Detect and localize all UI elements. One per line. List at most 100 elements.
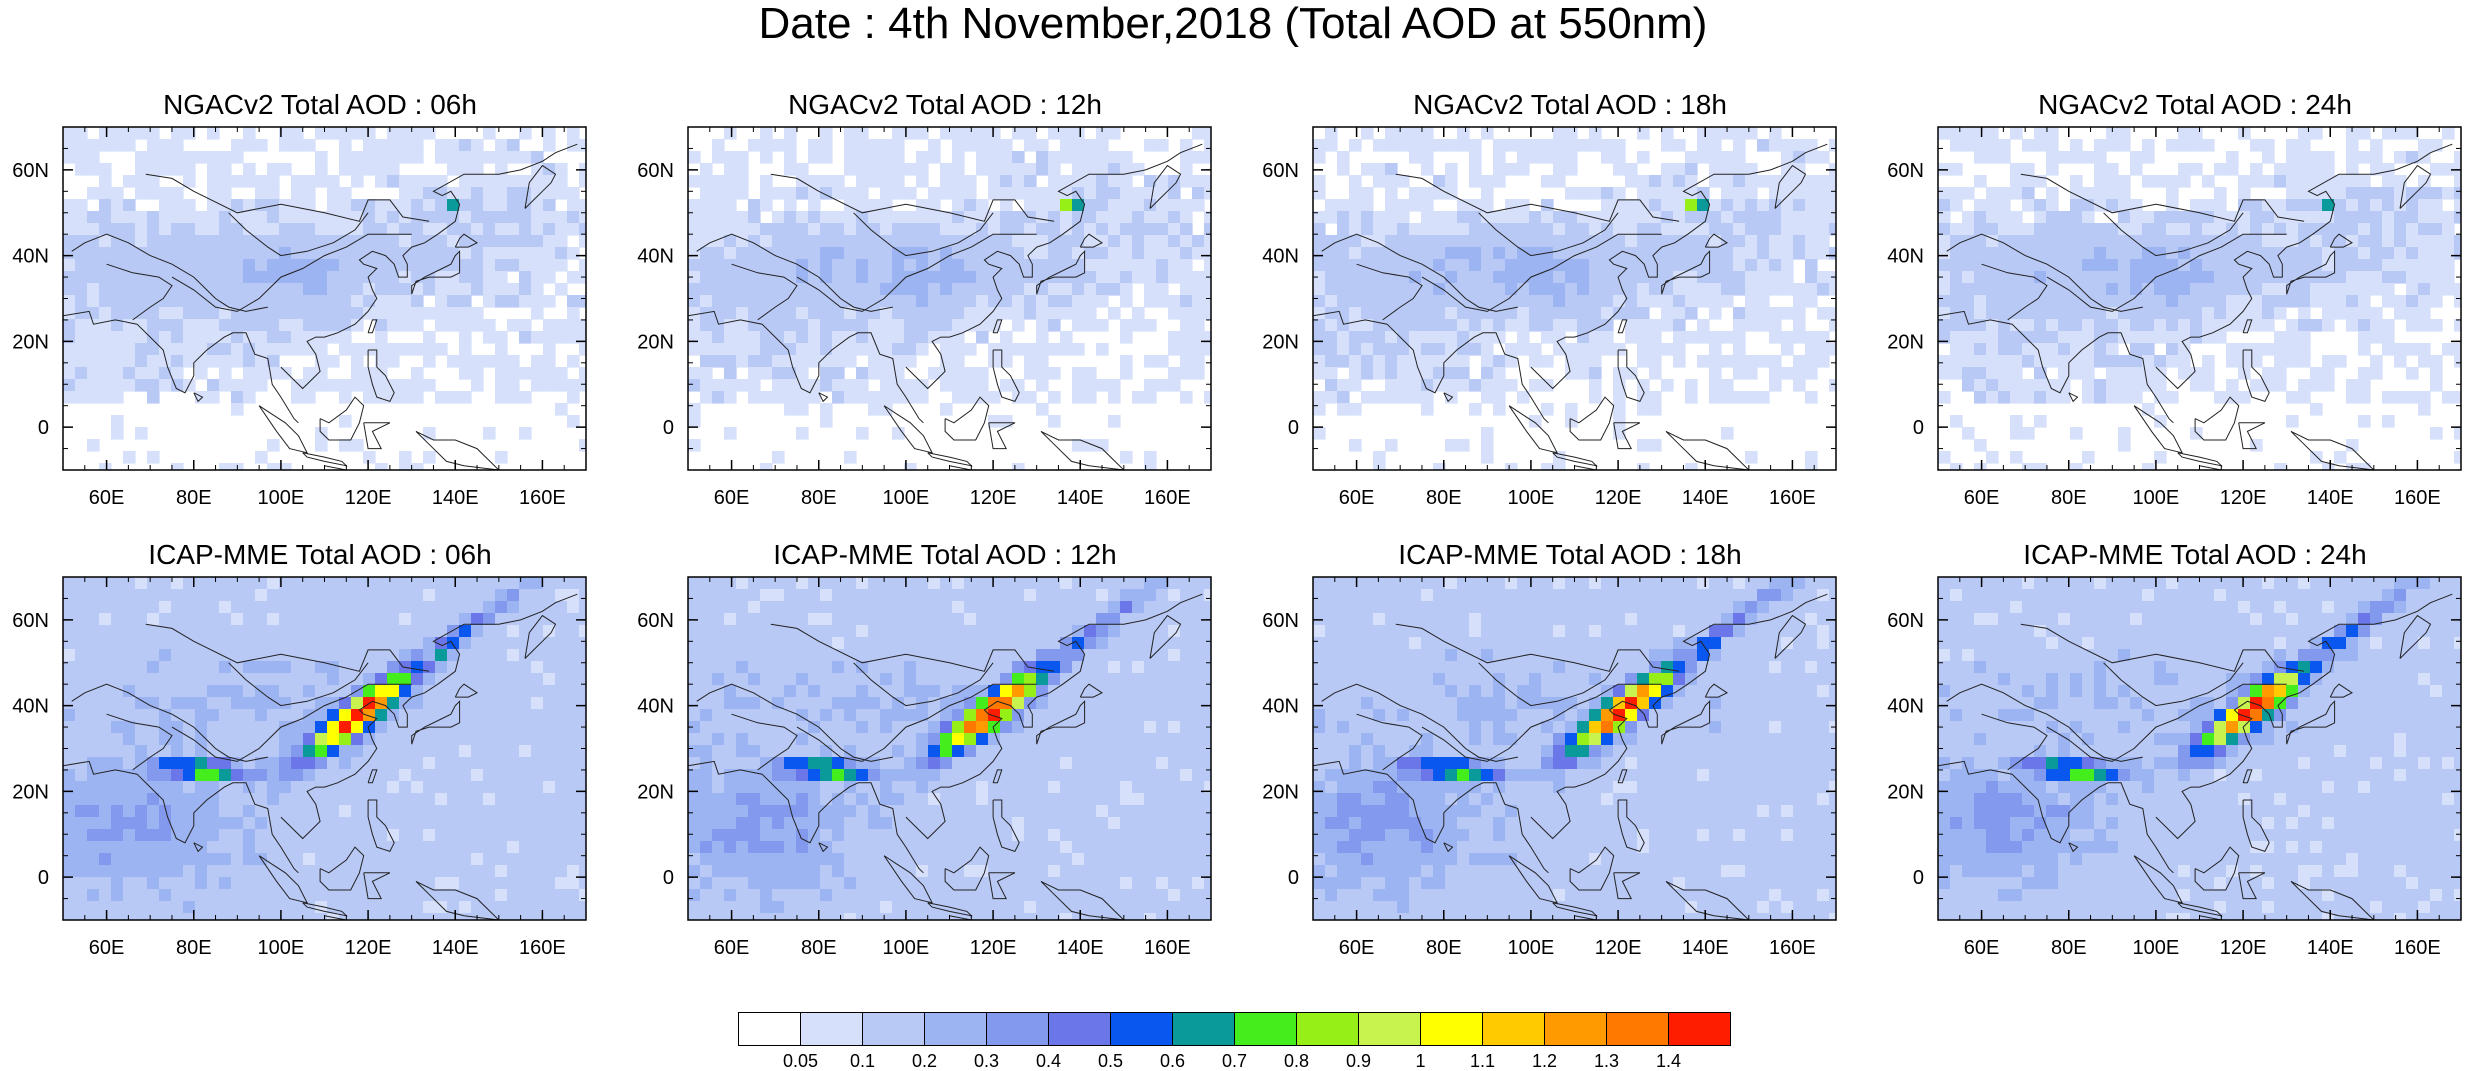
coastline xyxy=(1617,769,1628,784)
colorbar-box xyxy=(1482,1012,1545,1046)
map-plot: 60E 80E 100E 120E 140E 160E 0 20N 40N 60N xyxy=(637,126,1212,509)
colorbar-label: 0.1 xyxy=(850,1051,875,1071)
map-plot: 60E 80E 100E 120E 140E 160E 0 20N 40N 60N xyxy=(1887,126,2462,509)
lat-tick-label: 60N xyxy=(637,160,674,182)
coastline xyxy=(228,212,369,257)
lon-tick-label: 80E xyxy=(801,487,837,509)
coastline xyxy=(770,623,1055,672)
figure-title: Date : 4th November,2018 (Total AOD at 5… xyxy=(758,0,1708,48)
lon-tick-label: 120E xyxy=(970,937,1017,959)
aod-field xyxy=(1313,577,1836,920)
lon-tick-label: 60E xyxy=(1964,487,2000,509)
colorbar-box xyxy=(1234,1012,1297,1046)
lon-tick-label: 160E xyxy=(2394,487,2441,509)
coastline xyxy=(818,392,829,403)
coastline xyxy=(367,769,378,784)
lon-tick-label: 80E xyxy=(801,937,837,959)
coastline xyxy=(71,233,268,312)
colorbar-label: 0.8 xyxy=(1284,1051,1309,1071)
lon-tick-label: 160E xyxy=(1144,487,1191,509)
lon-tick-label: 140E xyxy=(432,937,479,959)
coastline xyxy=(944,846,990,891)
lat-tick-label: 40N xyxy=(12,246,49,268)
coastline xyxy=(2399,614,2432,659)
coastline xyxy=(2238,422,2266,450)
lon-tick-label: 60E xyxy=(89,937,125,959)
coastline xyxy=(524,614,557,659)
coastline xyxy=(905,143,1203,390)
panel-title: NGACv2 Total AOD : 12h xyxy=(788,89,1102,120)
colorbar-box xyxy=(1358,1012,1421,1046)
coastline xyxy=(1665,430,1750,470)
coastline xyxy=(688,310,924,424)
coastline xyxy=(2155,143,2453,390)
coastline xyxy=(696,683,893,762)
coastline xyxy=(280,143,578,390)
colorbar-label: 1.4 xyxy=(1656,1051,1681,1071)
lat-tick-label: 20N xyxy=(12,331,49,353)
coastline xyxy=(2290,430,2375,470)
coastline xyxy=(883,405,934,454)
aod-field xyxy=(1938,127,2461,470)
coastline xyxy=(2199,465,2265,470)
coastline xyxy=(731,263,798,321)
colorbar-label: 0.6 xyxy=(1160,1051,1185,1071)
coastline xyxy=(106,713,173,771)
lon-tick-label: 60E xyxy=(714,487,750,509)
coastlines xyxy=(63,593,578,920)
coastline xyxy=(2329,233,2354,248)
panel-title: ICAP-MME Total AOD : 18h xyxy=(1398,539,1742,570)
coastline xyxy=(818,842,829,853)
coastline xyxy=(145,623,430,672)
coastline xyxy=(1569,846,1615,891)
lon-tick-label: 60E xyxy=(1339,487,1375,509)
coastline xyxy=(1508,405,1559,454)
lat-tick-label: 60N xyxy=(12,610,49,632)
coastline xyxy=(1574,915,1640,920)
map-plot: 60E 80E 100E 120E 140E 160E 0 20N 40N 60N xyxy=(1262,576,1837,959)
lon-tick-label: 140E xyxy=(2307,937,2354,959)
map-panel-ngacv2-24h: NGACv2 Total AOD : 24h 60E 80E 100E 120E 140E… xyxy=(1875,90,2466,530)
coastline xyxy=(1946,683,2143,762)
coastline xyxy=(696,233,893,312)
panel-title: NGACv2 Total AOD : 06h xyxy=(163,89,477,120)
coastline xyxy=(367,799,395,853)
coastline xyxy=(2194,396,2240,441)
lon-tick-label: 60E xyxy=(714,937,750,959)
coastline xyxy=(992,349,1020,403)
lat-tick-label: 20N xyxy=(1262,331,1299,353)
coastline xyxy=(2133,405,2184,454)
colorbar-label: 0.9 xyxy=(1346,1051,1371,1071)
colorbar-label: 0.5 xyxy=(1098,1051,1123,1071)
coastline xyxy=(228,662,369,707)
lon-tick-label: 80E xyxy=(2051,937,2087,959)
coastline xyxy=(193,392,204,403)
coastline xyxy=(2194,846,2240,891)
coastline xyxy=(1356,713,1423,771)
coastline xyxy=(145,173,430,222)
colorbar-box xyxy=(1668,1012,1731,1046)
coastline xyxy=(992,769,1003,784)
colorbar-label: 0.05 xyxy=(783,1051,818,1071)
coastlines xyxy=(1313,143,1828,470)
coastline xyxy=(1665,880,1750,920)
map-panel-ngacv2-12h: NGACv2 Total AOD : 12h 60E 80E 100E 120E 140E… xyxy=(625,90,1265,530)
coastline xyxy=(2103,212,2244,257)
lon-tick-label: 80E xyxy=(176,487,212,509)
coastline xyxy=(1443,392,1454,403)
lon-tick-label: 120E xyxy=(1595,937,1642,959)
aod-field xyxy=(1313,127,1836,470)
lon-tick-label: 120E xyxy=(345,487,392,509)
map-panel-icap-mme-12h: ICAP-MME Total AOD : 12h 60E 80E 100E 120E 14… xyxy=(625,540,1265,980)
coastline xyxy=(905,593,1203,840)
coastline xyxy=(2068,392,2079,403)
lon-tick-label: 100E xyxy=(883,487,930,509)
coastline xyxy=(1938,310,2174,424)
lon-tick-label: 120E xyxy=(2220,487,2267,509)
map-plot: 60E 80E 100E 120E 140E 160E 0 20N 40N 60N xyxy=(1887,576,2462,959)
lat-tick-label: 60N xyxy=(1262,160,1299,182)
colorbar-label: 0.7 xyxy=(1222,1051,1247,1071)
coastline xyxy=(688,760,924,874)
colorbar-box xyxy=(1296,1012,1359,1046)
panel-title: ICAP-MME Total AOD : 12h xyxy=(773,539,1117,570)
